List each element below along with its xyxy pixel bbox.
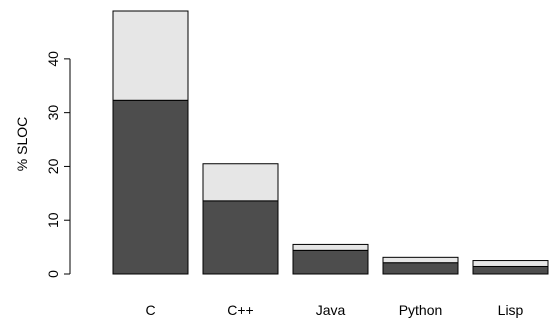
bar-segment-2-1 <box>292 243 369 251</box>
y-tick-label: 20 <box>45 158 61 174</box>
bar-segment-4-1 <box>472 260 549 267</box>
bar-segment-1-1 <box>202 163 279 202</box>
bar-segment-1-0 <box>202 200 279 275</box>
y-tick-label: 30 <box>45 105 61 121</box>
bar-segment-0-1 <box>112 10 189 101</box>
x-axis-labels: C C++ Java Python Lisp <box>145 302 523 318</box>
y-tick-label: 0 <box>45 270 61 278</box>
bars <box>112 10 549 275</box>
bar-segment-2-0 <box>292 249 369 275</box>
y-axis-title: % SLOC <box>14 117 30 171</box>
bar-segment-0-0 <box>112 99 189 275</box>
x-tick-label: Java <box>316 302 346 318</box>
y-axis: 0 10 20 30 40 <box>45 51 71 278</box>
y-tick-label: 10 <box>45 212 61 228</box>
bar-segment-3-1 <box>382 256 459 264</box>
y-tick-label: 40 <box>45 51 61 67</box>
x-tick-label: C++ <box>227 302 253 318</box>
x-tick-label: Python <box>399 302 443 318</box>
bar-segment-3-0 <box>382 262 459 275</box>
bar-segment-4-0 <box>472 265 549 275</box>
x-tick-label: Lisp <box>498 302 524 318</box>
x-tick-label: C <box>145 302 155 318</box>
